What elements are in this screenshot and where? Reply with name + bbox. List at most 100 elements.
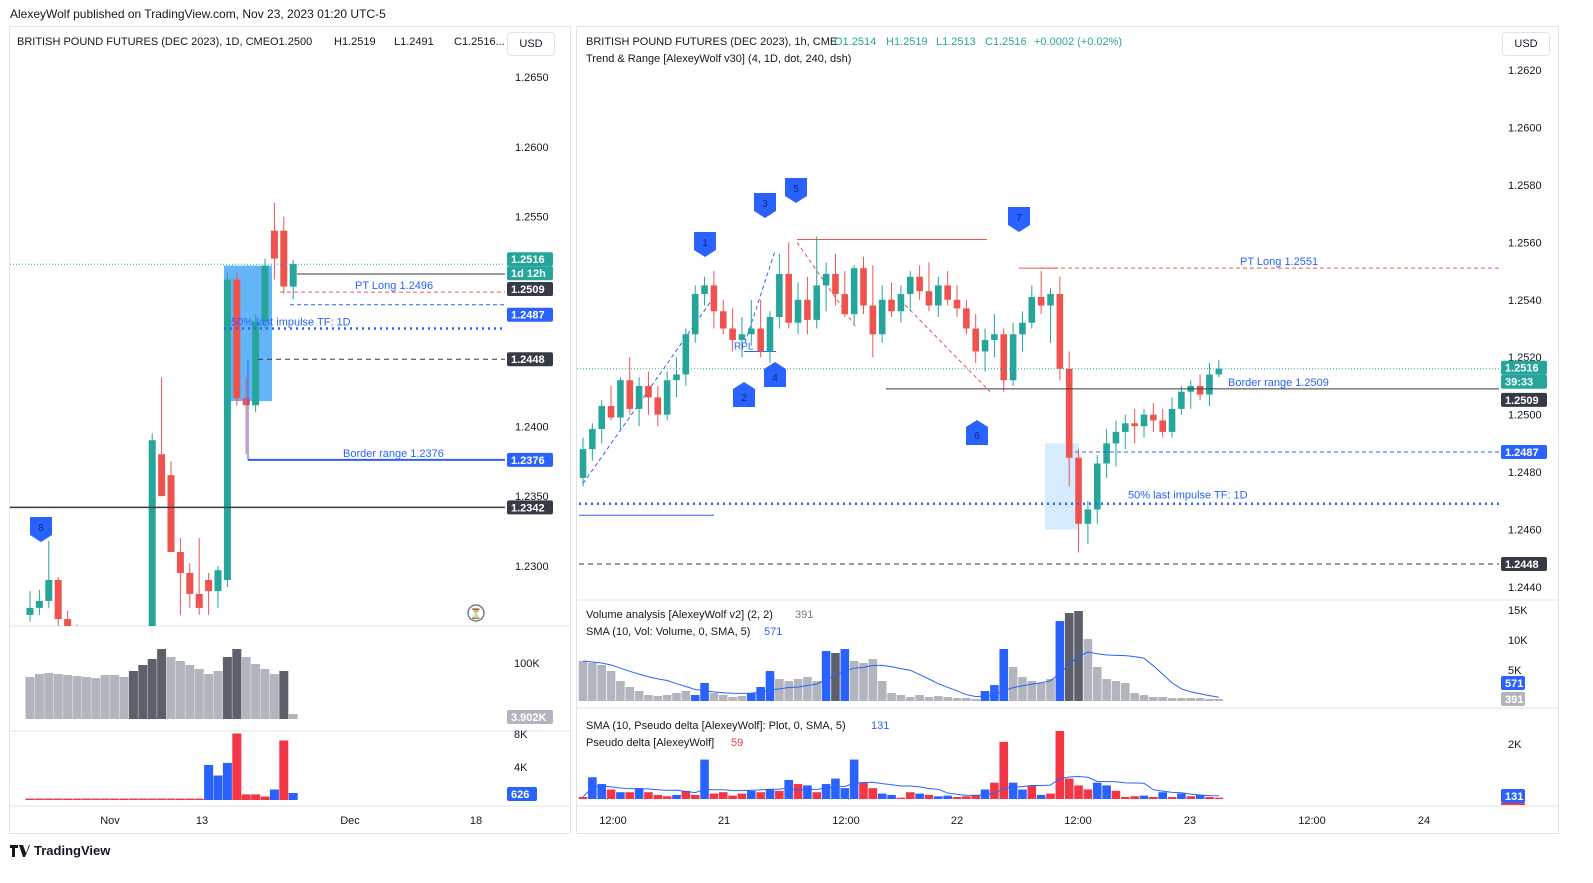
right-delta-bar[interactable]: [849, 759, 859, 799]
right-delta-bar[interactable]: [915, 793, 924, 799]
right-delta-bar[interactable]: [1149, 796, 1158, 799]
right-delta-bar[interactable]: [1111, 790, 1121, 799]
left-volume-bar[interactable]: [213, 671, 223, 719]
right-delta-bar[interactable]: [896, 797, 906, 799]
right-candle[interactable]: [738, 334, 746, 340]
left-candle[interactable]: [270, 230, 278, 259]
left-marker-8-bg[interactable]: [30, 517, 52, 542]
right-delta-bar[interactable]: [990, 782, 999, 799]
right-candle[interactable]: [1215, 368, 1223, 375]
right-volume-bar[interactable]: [793, 679, 803, 701]
right-volume-bar[interactable]: [709, 693, 719, 701]
right-delta-bar[interactable]: [980, 789, 990, 799]
right-candle[interactable]: [1103, 443, 1110, 464]
right-delta-bar[interactable]: [709, 793, 719, 799]
left-candle[interactable]: [176, 552, 184, 573]
right-volume-bar[interactable]: [690, 695, 700, 701]
right-volume-bar[interactable]: [812, 681, 822, 701]
left-volume-bar[interactable]: [110, 675, 120, 719]
right-volume-bar[interactable]: [718, 695, 728, 701]
left-delta-bar[interactable]: [157, 798, 167, 800]
right-candle[interactable]: [1000, 334, 1008, 381]
right-delta-bar[interactable]: [747, 790, 756, 799]
left-delta-bar[interactable]: [222, 762, 232, 800]
left-currency-button[interactable]: USD: [507, 32, 555, 56]
left-delta-bar[interactable]: [166, 798, 176, 800]
right-volume-bar[interactable]: [1008, 667, 1018, 701]
right-candle[interactable]: [991, 334, 998, 340]
left-volume-bar[interactable]: [25, 677, 35, 719]
right-candle[interactable]: [925, 291, 933, 306]
right-volume-bar[interactable]: [1121, 683, 1130, 701]
right-delta-bar[interactable]: [616, 792, 625, 799]
right-candle[interactable]: [1075, 457, 1082, 524]
right-delta-bar[interactable]: [905, 792, 915, 799]
right-candle[interactable]: [972, 328, 979, 352]
left-volume-bar[interactable]: [175, 661, 185, 719]
left-delta-bar[interactable]: [91, 798, 101, 800]
left-delta-bar[interactable]: [269, 789, 279, 801]
right-candle[interactable]: [963, 308, 970, 329]
right-volume-bar[interactable]: [1139, 695, 1149, 701]
right-delta-bar[interactable]: [1167, 796, 1177, 799]
left-price-pane[interactable]: [26, 202, 297, 713]
left-candle[interactable]: [233, 279, 241, 399]
left-volume-bar[interactable]: [44, 673, 54, 719]
left-delta-bar[interactable]: [288, 793, 298, 800]
right-marker-3-bg[interactable]: [754, 193, 776, 218]
right-delta-bar[interactable]: [1008, 782, 1018, 799]
right-candle[interactable]: [1140, 414, 1148, 427]
right-volume-bar[interactable]: [1102, 679, 1111, 701]
right-delta-bar[interactable]: [784, 779, 793, 799]
left-candle[interactable]: [252, 321, 260, 406]
right-delta-bar[interactable]: [606, 789, 616, 799]
right-candle[interactable]: [617, 380, 624, 418]
right-volume-bar[interactable]: [1046, 679, 1055, 701]
right-delta-bar[interactable]: [821, 784, 831, 799]
right-delta-bar[interactable]: [1074, 785, 1083, 799]
right-candle[interactable]: [860, 268, 867, 306]
right-volume-bar[interactable]: [728, 697, 737, 701]
left-volume-bar[interactable]: [232, 649, 242, 719]
right-volume-bar[interactable]: [634, 691, 644, 701]
right-candle[interactable]: [663, 380, 671, 415]
right-volume-bar[interactable]: [1177, 698, 1186, 701]
right-volume-bar[interactable]: [859, 663, 868, 701]
right-candle[interactable]: [1065, 368, 1073, 458]
left-delta-bar[interactable]: [34, 798, 44, 800]
right-delta-bar[interactable]: [971, 794, 980, 799]
right-candle[interactable]: [729, 328, 736, 340]
left-volume-bar[interactable]: [53, 674, 63, 719]
left-delta-bar[interactable]: [279, 740, 289, 801]
right-candle[interactable]: [897, 294, 905, 312]
right-delta-bar[interactable]: [718, 792, 728, 799]
right-volume-bar[interactable]: [1149, 697, 1158, 701]
right-candle[interactable]: [1131, 423, 1138, 427]
right-candle[interactable]: [1206, 374, 1213, 395]
left-volume-bar[interactable]: [185, 665, 195, 719]
right-delta-bar[interactable]: [1186, 796, 1196, 799]
right-candle[interactable]: [1019, 322, 1026, 335]
right-marker-2-bg[interactable]: [733, 382, 755, 407]
right-volume-bar[interactable]: [887, 693, 896, 701]
right-volume-bar[interactable]: [1130, 693, 1139, 701]
right-volume-bar[interactable]: [1195, 698, 1205, 701]
right-candle[interactable]: [785, 273, 792, 323]
left-candle[interactable]: [102, 650, 109, 664]
left-candle[interactable]: [223, 279, 231, 580]
right-delta-bar[interactable]: [1064, 778, 1074, 799]
right-candle[interactable]: [822, 273, 830, 286]
right-delta-bar[interactable]: [1214, 797, 1224, 799]
right-candle[interactable]: [691, 294, 699, 335]
right-candle[interactable]: [953, 299, 961, 309]
right-delta-bar[interactable]: [1130, 796, 1139, 799]
right-volume-bar[interactable]: [821, 651, 831, 701]
right-delta-bar[interactable]: [1027, 785, 1037, 799]
right-volume-bar[interactable]: [877, 681, 887, 701]
right-volume-bar[interactable]: [775, 679, 784, 701]
right-volume-bar[interactable]: [1111, 681, 1121, 701]
right-candle[interactable]: [710, 285, 718, 312]
right-candle[interactable]: [1009, 334, 1017, 381]
left-delta-bar[interactable]: [128, 798, 138, 800]
